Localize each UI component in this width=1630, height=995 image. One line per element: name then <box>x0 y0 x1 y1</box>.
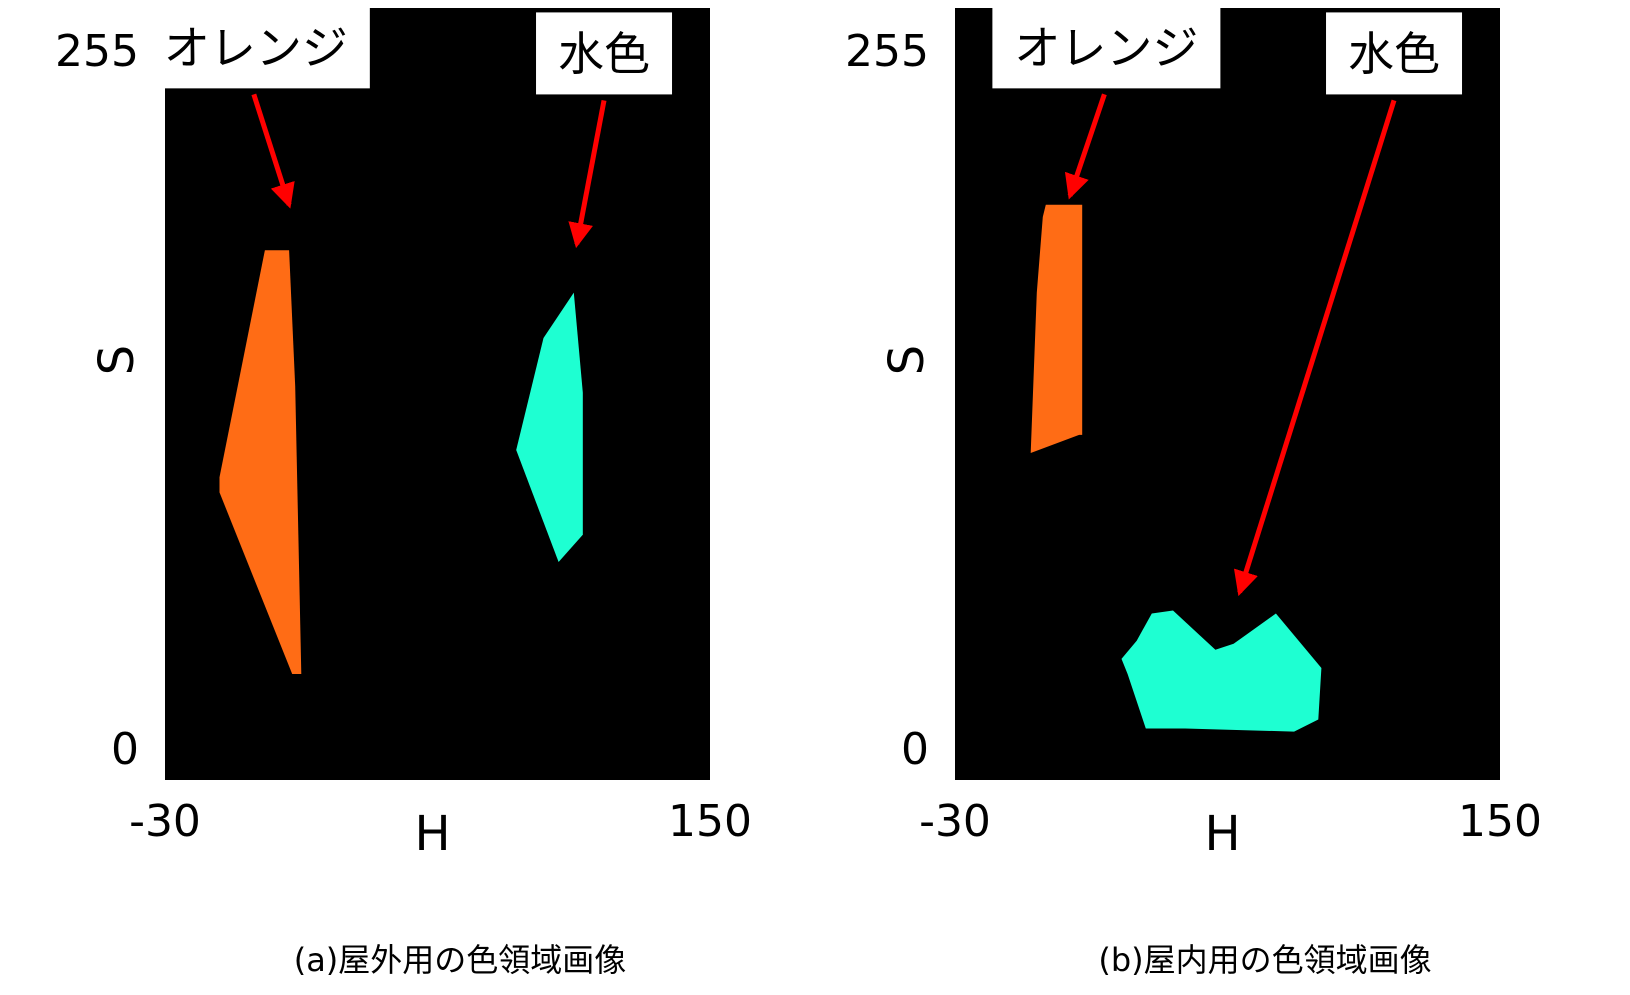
y-axis-label: S <box>89 345 145 375</box>
panel-indoor: オレンジ 水色 255 0 -30 150 H S (b)屋内用の色領域画像 <box>815 0 1630 995</box>
region-arrow <box>1233 99 1397 597</box>
region-label-orange: オレンジ <box>141 6 370 89</box>
y-tick-min: 0 <box>901 724 929 775</box>
panel-caption: (b)屋内用の色領域画像 <box>1098 941 1432 979</box>
panel-outdoor: オレンジ 水色 255 0 -30 150 H S (a)屋外用の色領域画像 <box>55 6 752 979</box>
region-arrow <box>568 99 607 249</box>
color-region-orange <box>1030 204 1083 453</box>
x-tick-max: 150 <box>668 796 752 847</box>
color-region-orange <box>219 250 302 674</box>
x-tick-max: 150 <box>1458 796 1542 847</box>
region-label-light-blue: 水色 <box>1326 12 1463 95</box>
region-label-orange: オレンジ <box>992 6 1221 89</box>
y-tick-max: 255 <box>55 26 139 77</box>
color-region-light-blue <box>1121 610 1322 732</box>
region-label-text: オレンジ <box>164 21 348 75</box>
region-arrow <box>251 93 295 209</box>
y-axis-label: S <box>879 345 935 375</box>
region-label-text: 水色 <box>1348 27 1440 81</box>
panel-caption: (a)屋外用の色領域画像 <box>293 941 627 979</box>
x-axis-label: H <box>1204 806 1240 862</box>
x-axis-label: H <box>414 806 450 862</box>
region-label-light-blue: 水色 <box>536 12 673 95</box>
region-label-text: オレンジ <box>1014 21 1198 75</box>
outdoor-color-region-chart: オレンジ 水色 255 0 -30 150 H S <box>55 6 752 862</box>
region-label-text: 水色 <box>558 27 650 81</box>
x-tick-min: -30 <box>129 796 201 847</box>
x-tick-min: -30 <box>919 796 991 847</box>
indoor-color-region-chart: オレンジ 水色 255 0 -30 150 H S <box>845 6 1542 862</box>
y-tick-min: 0 <box>111 724 139 775</box>
y-tick-max: 255 <box>845 26 929 77</box>
region-arrow <box>1064 93 1107 200</box>
color-region-light-blue <box>516 292 583 562</box>
